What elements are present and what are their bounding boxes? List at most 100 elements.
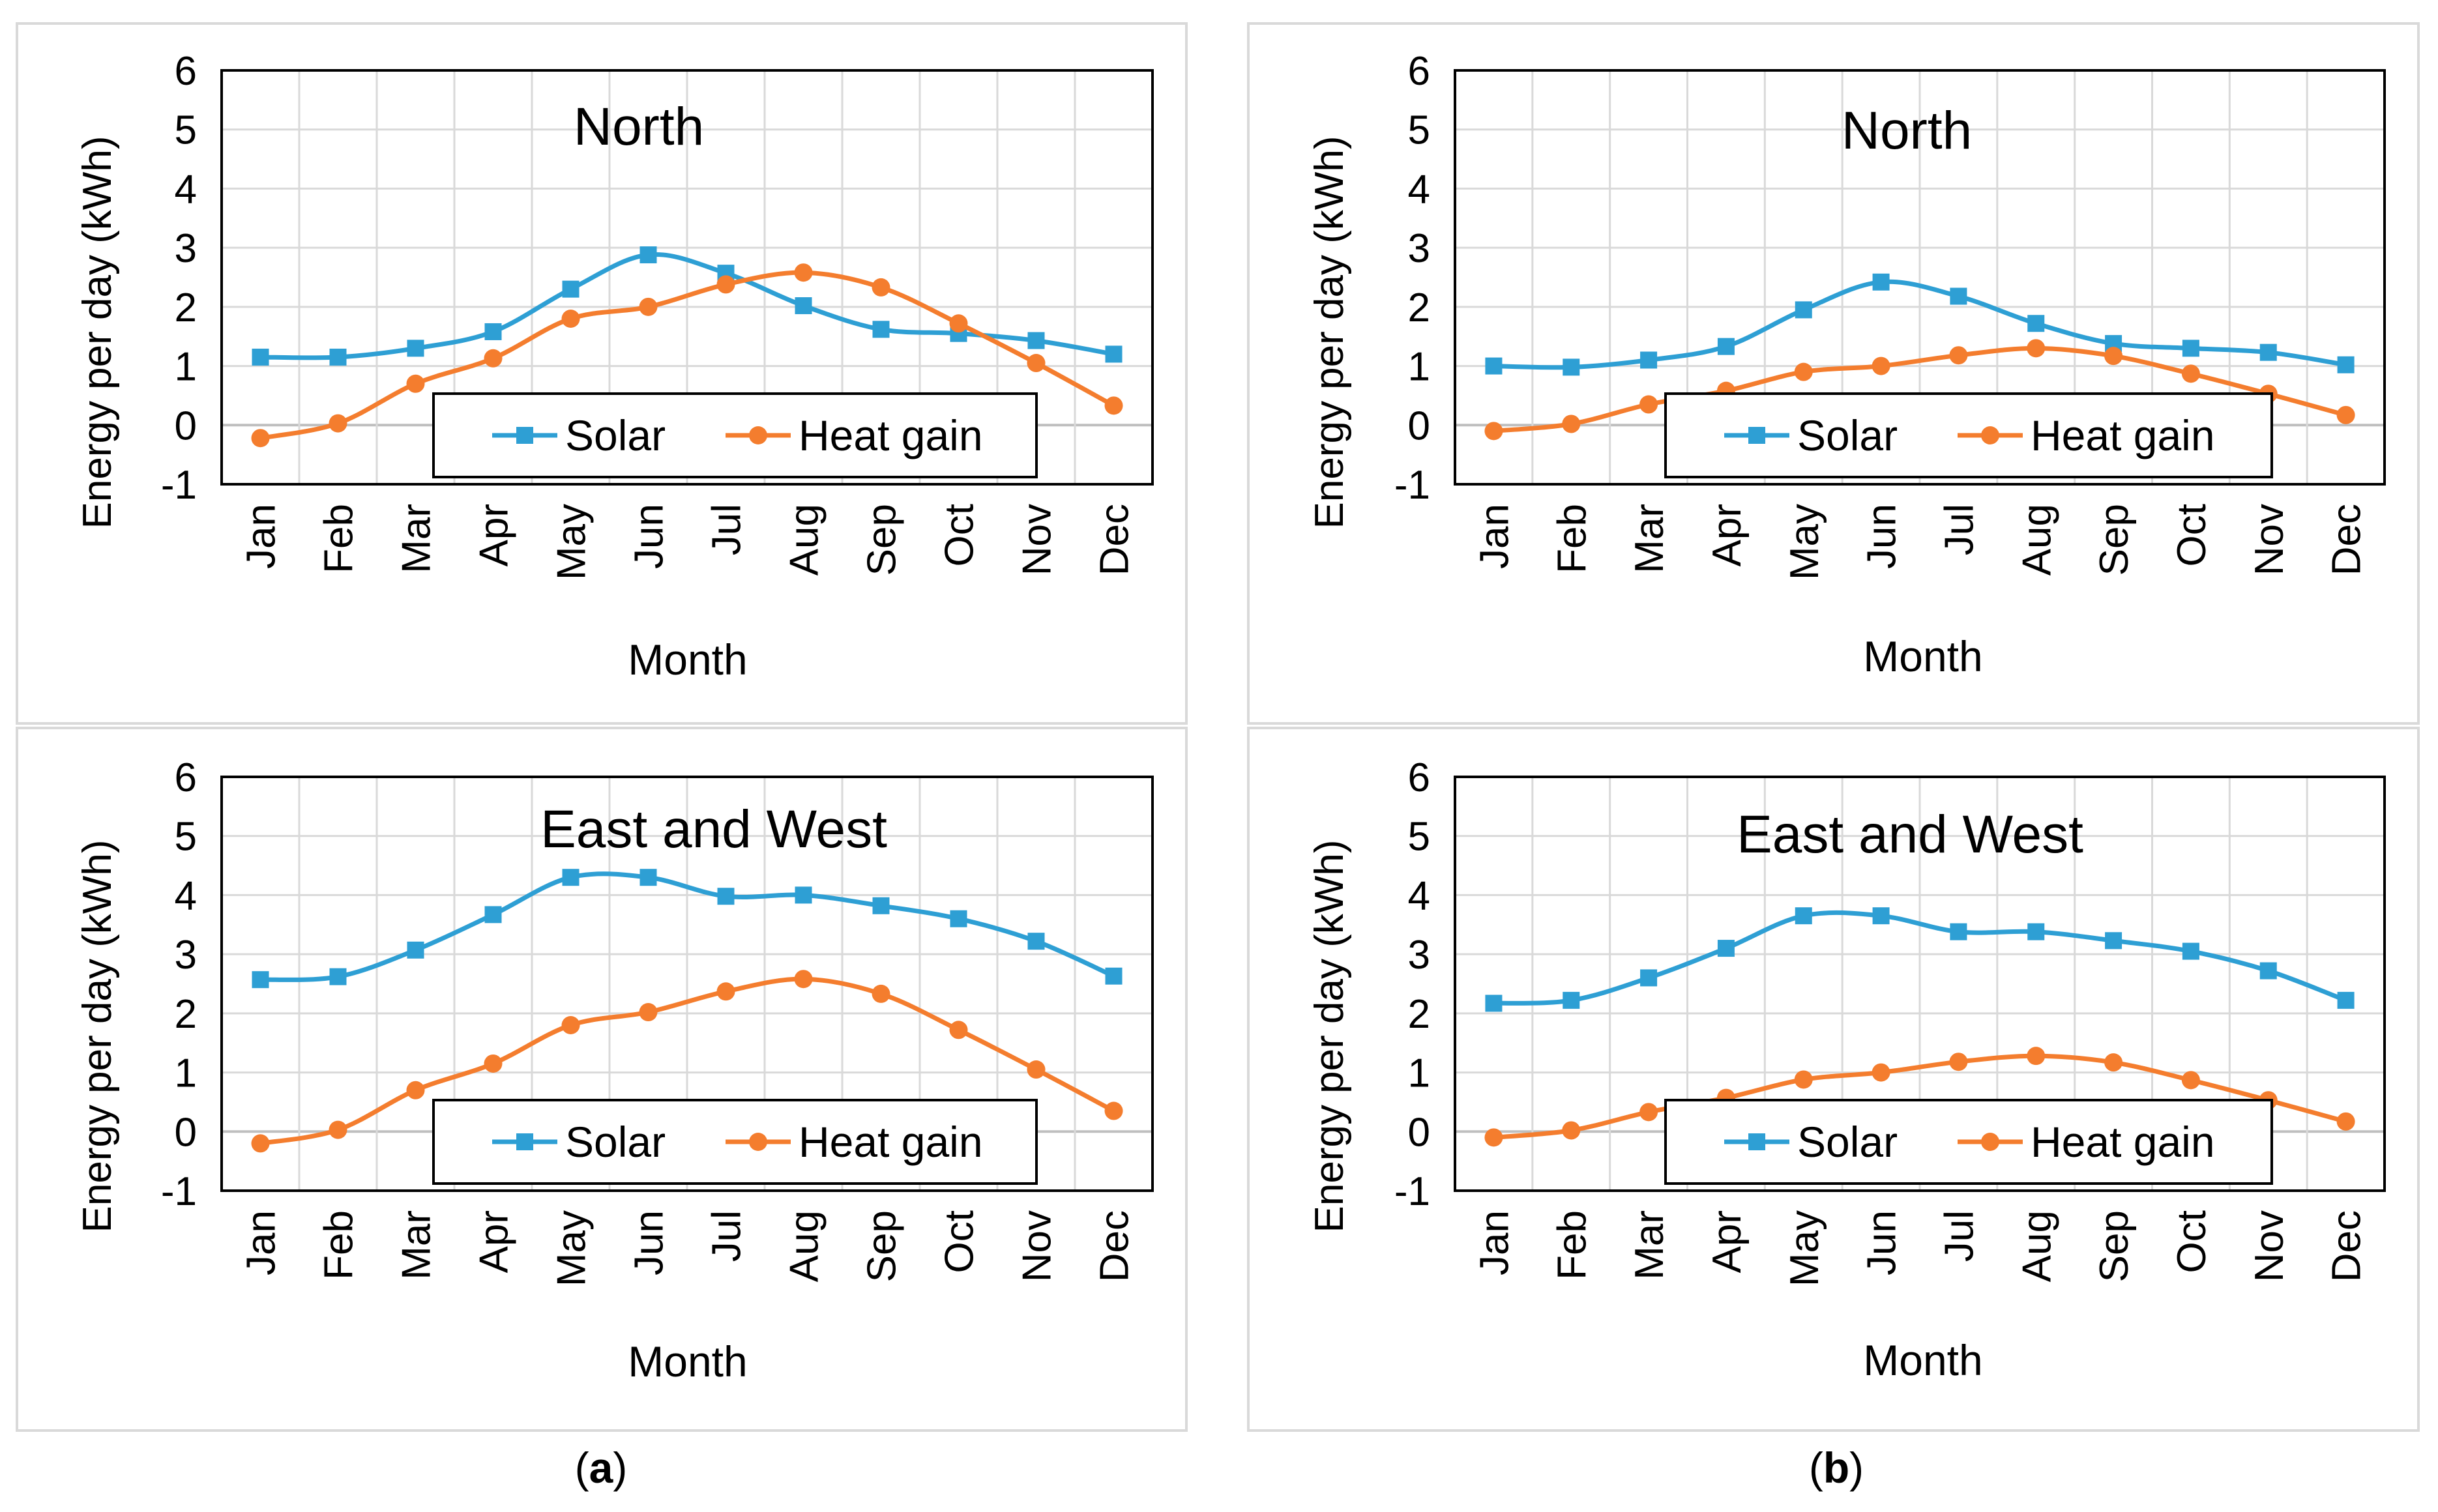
y-tick-label: 5 [1408,815,1430,860]
data-point-heat-gain [251,1134,270,1153]
data-point-solar [1563,358,1580,376]
x-tick-label: Jan [239,1210,284,1275]
data-point-heat-gain [2181,1071,2200,1090]
x-tick-label: Dec [2325,504,2370,575]
data-point-heat-gain [2027,1047,2046,1066]
x-tick-label: Jul [1937,1210,1982,1262]
data-point-heat-gain [1484,1128,1503,1147]
data-point-solar [717,888,735,905]
y-axis-label: Energy per day (kWh) [75,840,120,1233]
x-tick-label: Sep [2092,1210,2137,1282]
x-tick-label: Aug [782,1210,827,1282]
data-point-heat-gain [251,429,270,448]
y-tick-label: 0 [1408,403,1430,448]
data-point-solar [2259,343,2277,361]
chart-title: North [574,97,705,156]
chart-panel-a-east-west: 6 5 4 3 2 1 0 -1 Jan Feb Mar Apr May Jun Jul Aug Sep Oct N… [16,727,1188,1432]
y-tick-label: -1 [1394,463,1430,508]
y-tick-label: 6 [175,755,197,800]
chart-title: East and West [540,800,887,859]
x-tick-label: May [550,1210,595,1287]
data-point-solar [872,897,890,914]
x-tick-label: Jun [627,504,672,569]
plot-area-border [220,776,1154,1192]
x-axis-label: Month [628,1337,747,1386]
series-line-heat-gain [259,270,1115,441]
x-tick-label: Jun [627,1210,672,1275]
legend-label-heat-gain: Heat gain [799,1118,983,1166]
data-point-solar [2337,356,2355,373]
data-point-solar [2182,942,2199,960]
data-point-solar [1640,969,1658,987]
y-tick-label: 4 [175,167,197,212]
legend-marker-solar [1748,1133,1765,1150]
y-axis-label: Energy per day (kWh) [1307,840,1352,1233]
x-tick-label: Apr [472,1210,517,1273]
legend-marker-solar [516,427,533,444]
x-tick-label: Aug [782,504,827,575]
data-point-heat-gain [329,414,347,433]
x-tick-label: Jun [1860,504,1905,569]
y-tick-label: -1 [1394,1169,1430,1214]
y-tick-label: -1 [161,463,197,508]
y-tick-label: 2 [175,992,197,1037]
x-tick-label: May [550,504,595,580]
data-point-solar [1717,940,1735,957]
y-axis-label: Energy per day (kWh) [1307,136,1352,529]
x-tick-label: Oct [937,504,982,566]
data-point-heat-gain [406,374,425,393]
data-point-heat-gain [406,1081,425,1099]
x-tick-label: Mar [1627,504,1672,574]
y-tick-label: 5 [1408,108,1430,153]
data-point-solar [252,348,269,366]
data-point-heat-gain [2336,405,2355,424]
legend-marker-heat-gain [1981,426,1999,444]
chart-title: East and West [1737,805,2083,864]
data-point-solar [1027,933,1045,950]
data-point-solar [1485,995,1503,1012]
data-point-solar [1027,332,1045,349]
data-point-solar [484,323,502,340]
data-point-solar [2337,991,2355,1009]
data-point-heat-gain [1872,1063,1890,1082]
data-point-heat-gain [561,310,580,328]
x-tick-label: Mar [1627,1210,1672,1280]
legend: Solar Heat gain [1664,392,2273,478]
x-tick-label: Nov [2247,1210,2292,1282]
data-point-solar [795,886,812,904]
data-point-heat-gain [2181,364,2200,383]
y-tick-label: 1 [1408,1051,1430,1096]
data-point-heat-gain [872,278,890,297]
data-point-heat-gain [1639,1103,1658,1122]
legend-label-solar: Solar [1797,411,1898,459]
x-tick-label: Jan [1472,1210,1517,1275]
y-tick-label: 0 [1408,1110,1430,1155]
data-point-heat-gain [639,297,658,316]
x-tick-label: Feb [317,1210,362,1280]
y-tick-label: -1 [161,1169,197,1214]
data-point-solar [1795,907,1812,925]
data-point-heat-gain [1949,346,1968,365]
x-tick-label: Dec [2325,1210,2370,1282]
x-tick-label: Dec [1093,504,1138,575]
data-point-heat-gain [2027,339,2046,358]
panel-frame [1247,727,2420,1432]
x-tick-label: Oct [937,1210,982,1273]
legend-label-heat-gain: Heat gain [799,411,983,459]
data-point-heat-gain [949,1021,968,1040]
y-tick-label: 0 [175,1110,197,1155]
data-point-heat-gain [794,970,813,989]
y-tick-label: 2 [1408,992,1430,1037]
data-point-heat-gain [794,263,813,282]
data-point-heat-gain [639,1003,658,1022]
data-point-solar [1717,338,1735,355]
legend: Solar Heat gain [1664,1099,2273,1185]
data-point-solar [2259,962,2277,980]
x-tick-label: Nov [2247,504,2292,575]
x-tick-label: Sep [860,504,905,575]
x-tick-label: Mar [394,504,439,574]
data-point-heat-gain [1639,395,1658,414]
x-tick-label: Feb [1549,1210,1594,1280]
data-point-solar [2027,923,2045,940]
